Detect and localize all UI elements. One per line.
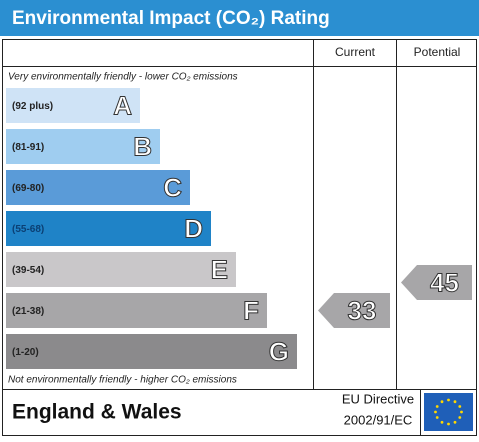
rating-value: 33 <box>348 295 377 325</box>
band-range: (55-68) <box>12 224 44 235</box>
band <box>6 211 211 246</box>
eu-flag <box>424 393 473 431</box>
band-letter: E <box>211 254 228 284</box>
column-header: Potential <box>414 45 461 59</box>
column-header: Current <box>335 45 376 59</box>
band-letter: B <box>133 131 152 161</box>
region: England & Wales <box>12 401 182 424</box>
rating-value: 45 <box>430 267 459 297</box>
directive-code: 2002/91/EC <box>344 412 413 427</box>
directive: EU Directive <box>342 391 414 406</box>
title-bar <box>0 0 479 36</box>
chart-title: Environmental Impact (CO₂) Rating <box>12 8 330 29</box>
band-range: (92 plus) <box>12 101 53 112</box>
band-letter: F <box>243 295 259 325</box>
band <box>6 129 160 164</box>
band-letter: G <box>269 336 289 366</box>
bottom-note: Not environmentally friendly - higher CO… <box>8 375 237 386</box>
rating-arrow <box>318 293 390 328</box>
band-letter: A <box>113 90 132 120</box>
band-letter: D <box>184 213 203 243</box>
band-range: (69-80) <box>12 183 44 194</box>
frame <box>2 39 477 436</box>
band <box>6 88 140 123</box>
band <box>6 293 267 328</box>
band-letter: C <box>163 172 182 202</box>
band <box>6 170 190 205</box>
band-range: (39-54) <box>12 265 44 276</box>
band <box>6 334 297 369</box>
band-range: (81-91) <box>12 142 44 153</box>
band-range: (21-38) <box>12 306 44 317</box>
rating-arrow <box>401 265 472 300</box>
band <box>6 252 236 287</box>
top-note: Very environmentally friendly - lower CO… <box>8 72 238 83</box>
band-range: (1-20) <box>12 347 39 358</box>
